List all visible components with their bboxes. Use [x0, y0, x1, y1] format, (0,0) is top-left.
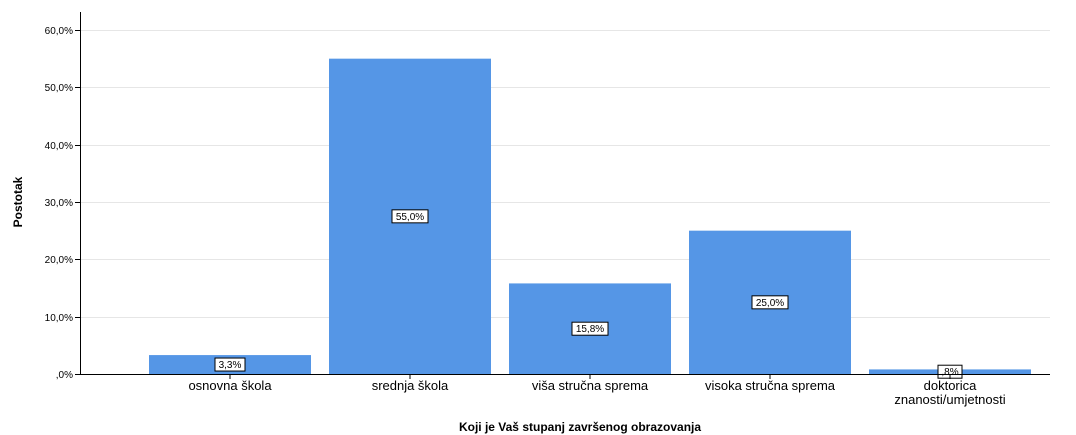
x-tick-label: viša stručna sprema: [532, 378, 649, 393]
y-tick-label: 40,0%: [45, 141, 73, 152]
x-tick-label: visoka stručna sprema: [705, 378, 836, 393]
x-tick-label: doktorica: [924, 378, 978, 393]
y-axis-ticks: ,0% 10,0% 20,0% 30,0% 40,0% 50,0% 60,0%: [45, 26, 80, 381]
x-tick-label: znanosti/umjetnosti: [894, 392, 1005, 407]
y-tick-label: 20,0%: [45, 255, 73, 266]
y-axis-title: Postotak: [11, 176, 25, 227]
y-tick-label: 30,0%: [45, 198, 73, 209]
data-label-box: [391, 209, 429, 224]
data-label: 55,0%: [396, 212, 424, 223]
data-label-box: [751, 295, 789, 310]
x-tick-label: srednja škola: [372, 378, 449, 393]
data-label: 25,0%: [756, 298, 784, 309]
x-axis-title: Koji je Vaš stupanj završenog obrazovanj…: [459, 420, 701, 434]
gridlines: [80, 30, 1050, 318]
y-tick-label: 50,0%: [45, 83, 73, 94]
x-tick-label: osnovna škola: [188, 378, 272, 393]
y-tick-label: 60,0%: [45, 26, 73, 37]
data-label: 15,8%: [576, 324, 604, 335]
y-tick-label: 10,0%: [45, 313, 73, 324]
y-tick-label: ,0%: [56, 370, 73, 381]
data-label-box: [571, 321, 609, 336]
data-label: 3,3%: [219, 360, 242, 371]
x-axis-categories: osnovna škola srednja škola viša stručna s…: [188, 374, 1006, 407]
data-label-box: [214, 357, 246, 372]
data-label: ,8%: [941, 367, 958, 378]
bars: [149, 58, 1031, 375]
